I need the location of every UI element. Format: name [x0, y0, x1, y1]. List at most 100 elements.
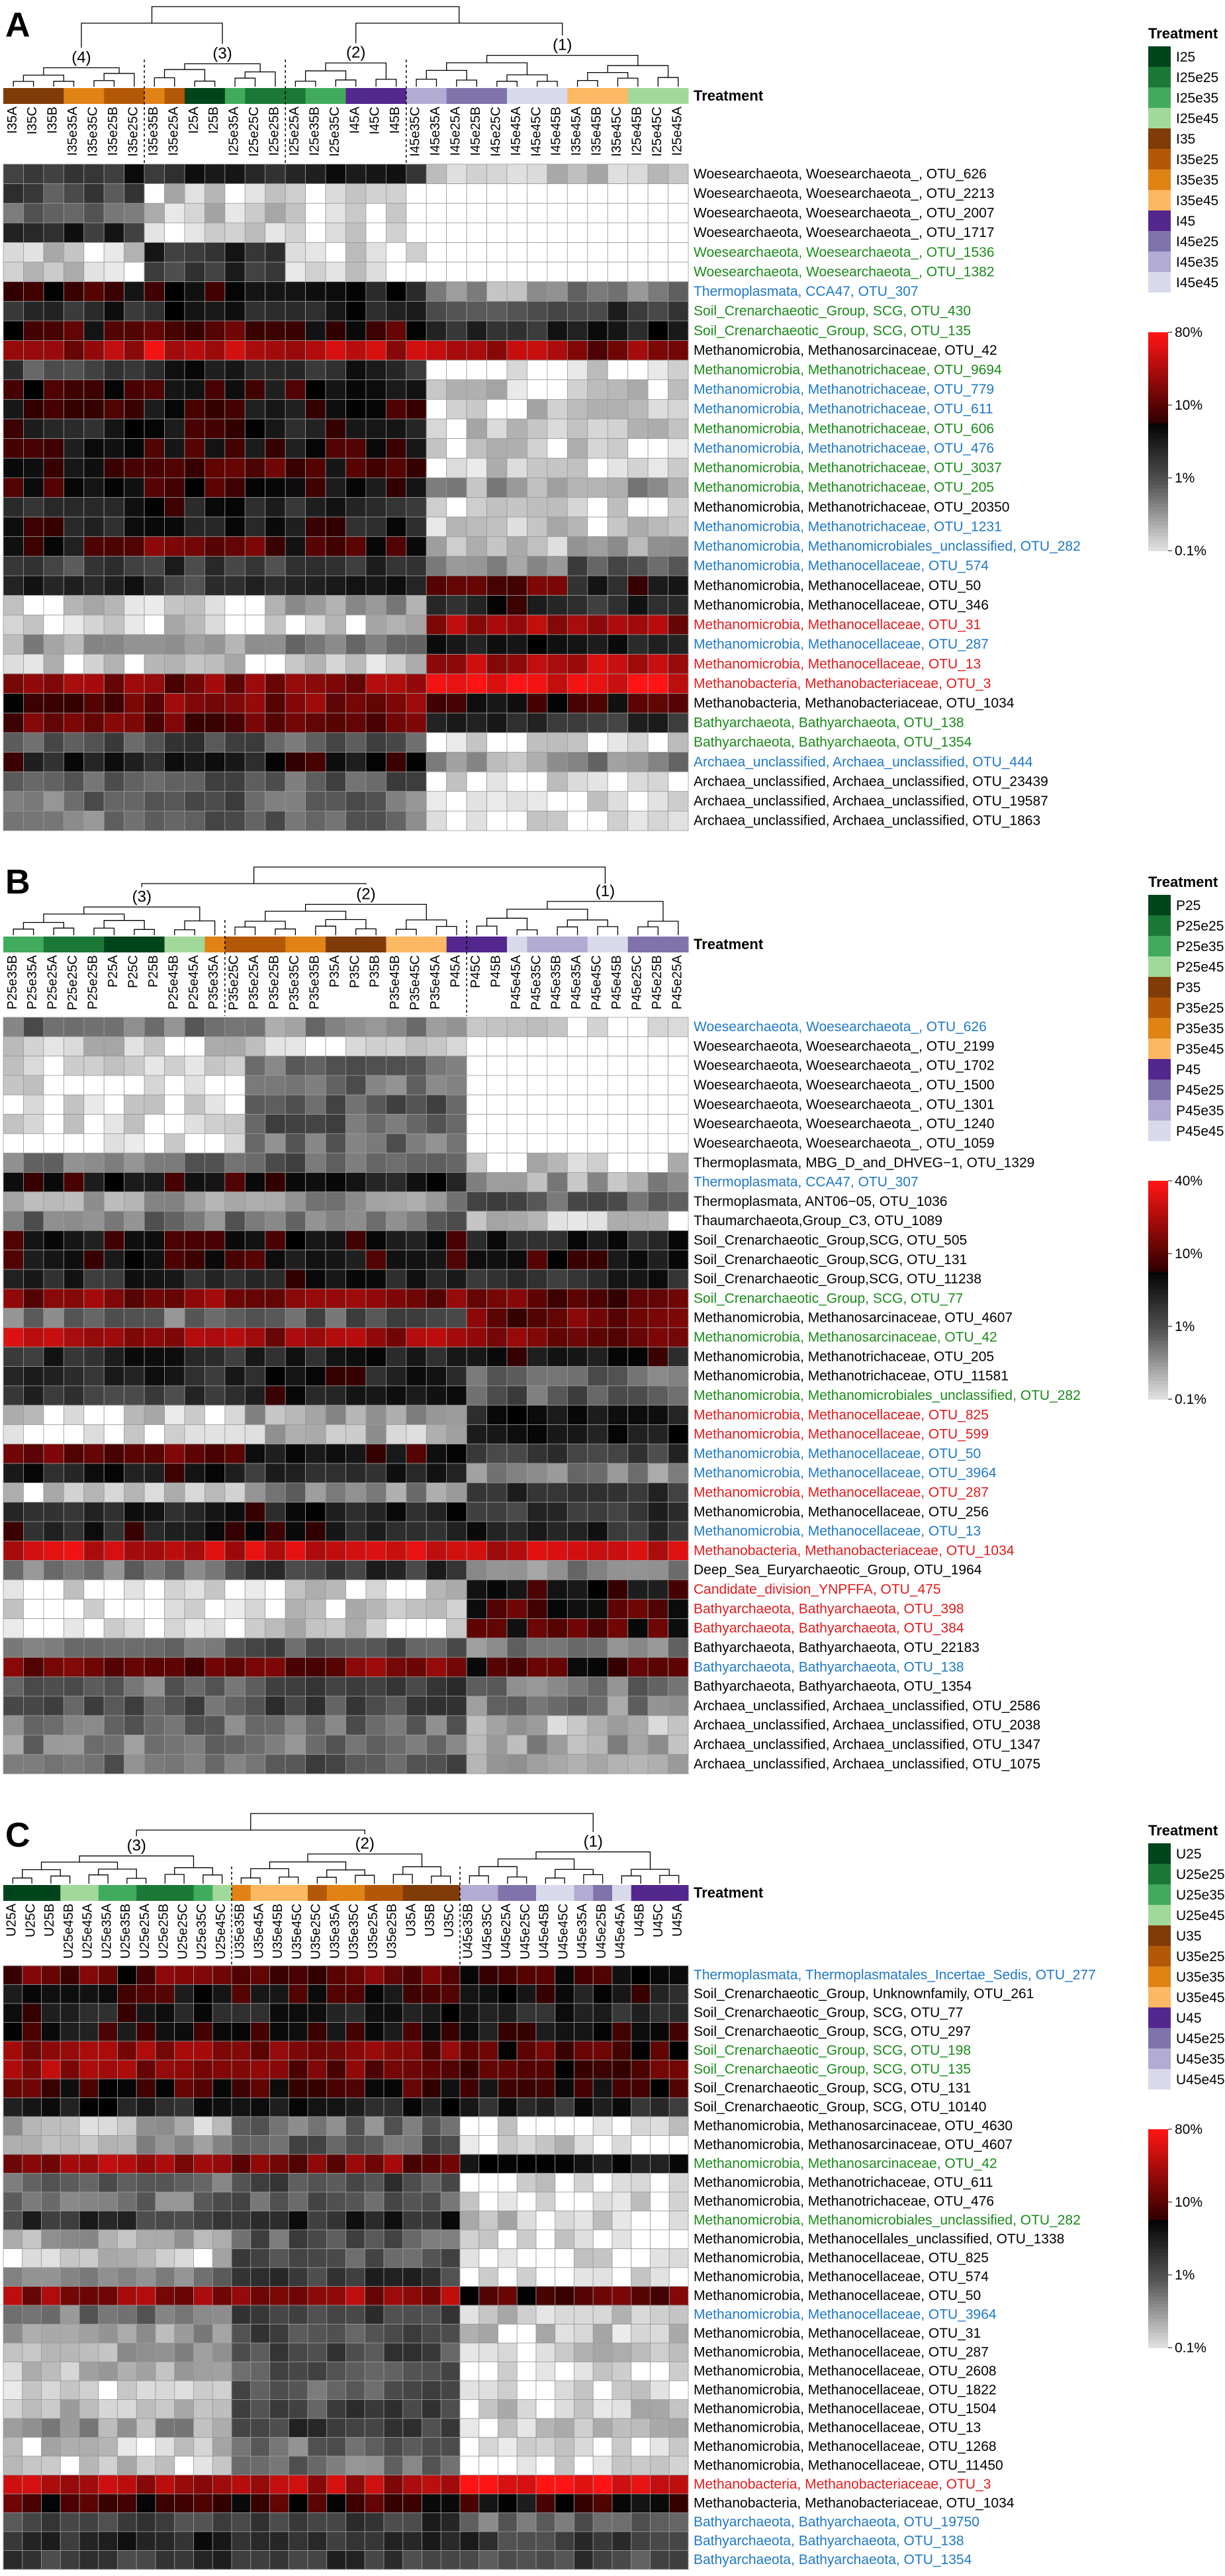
- heat-cell: [305, 732, 326, 753]
- heat-cell: [345, 2267, 365, 2287]
- legend-label: U25e45: [1176, 1908, 1225, 1923]
- scale-step: [1148, 405, 1168, 410]
- heat-cell: [60, 2154, 80, 2174]
- legend-swatch: [1148, 272, 1171, 293]
- heat-cell: [305, 1288, 326, 1309]
- heat-cell: [365, 771, 386, 792]
- heat-cell: [406, 497, 427, 518]
- heat-cell: [365, 575, 386, 596]
- heat-cell: [22, 2003, 42, 2023]
- heat-cell: [326, 2003, 346, 2023]
- heat-cell: [117, 2041, 137, 2060]
- row-label: Archaea_unclassified, Archaea_unclassifi…: [694, 1718, 1040, 1733]
- heat-cell: [3, 1114, 24, 1134]
- heat-cell: [607, 438, 629, 459]
- heat-cell: [631, 2493, 651, 2513]
- heat-cell: [486, 1734, 508, 1755]
- heat-cell: [244, 1346, 266, 1367]
- heat-cell: [466, 261, 487, 283]
- heat-cell: [567, 1075, 588, 1095]
- heat-cell: [307, 2362, 328, 2381]
- heat-cell: [43, 1404, 64, 1425]
- scale-step: [1148, 2224, 1168, 2229]
- heat-cell: [79, 2286, 99, 2306]
- heat-cell: [364, 2418, 385, 2438]
- scale-step: [1148, 1228, 1168, 1232]
- treatment-strip-cell: [156, 1885, 175, 1901]
- heat-cell: [506, 1754, 527, 1774]
- heat-cell: [265, 1521, 286, 1541]
- heat-cell: [345, 203, 367, 224]
- heat-cell: [3, 614, 24, 635]
- heat-cell: [117, 2097, 137, 2117]
- heat-cell: [426, 359, 447, 381]
- heat-cell: [668, 1696, 689, 1716]
- heat-cell: [204, 261, 226, 283]
- heat-cell: [627, 1036, 649, 1057]
- heat-cell: [23, 654, 44, 674]
- heat-cell: [174, 2135, 194, 2155]
- heat-cell: [592, 2135, 613, 2155]
- heat-cell: [325, 1560, 346, 1581]
- heat-cell: [527, 1637, 548, 1658]
- heat-cell: [144, 399, 165, 420]
- heat-cell: [305, 555, 326, 576]
- heat-cell: [224, 1036, 246, 1057]
- scale-label: 80%: [1175, 325, 1202, 340]
- heat-cell: [43, 752, 64, 772]
- heat-cell: [43, 634, 64, 655]
- heat-cell: [204, 1036, 226, 1057]
- scale-step: [1148, 2147, 1168, 2152]
- heat-cell: [23, 555, 44, 576]
- heat-cell: [305, 418, 326, 439]
- heat-cell: [63, 1250, 85, 1270]
- row-label: Methanomicrobia, Methanomicrobiales_uncl…: [694, 1388, 1081, 1403]
- heat-cell: [506, 1404, 527, 1425]
- heat-cell: [466, 1327, 487, 1348]
- row-label: Woesearchaeota, Woesearchaeota_, OTU_105…: [694, 1136, 995, 1151]
- heat-cell: [43, 1191, 64, 1212]
- heat-cell: [174, 2493, 194, 2513]
- heat-cell: [406, 634, 427, 655]
- legend-swatch: [1148, 2069, 1171, 2090]
- heat-cell: [265, 1598, 286, 1619]
- heat-cell: [555, 2041, 574, 2060]
- heat-cell: [41, 2229, 61, 2249]
- heat-cell: [23, 1211, 44, 1231]
- heat-cell: [612, 2078, 632, 2098]
- heat-cell: [516, 2267, 537, 2287]
- heat-cell: [265, 457, 286, 479]
- heat-cell: [204, 1696, 226, 1716]
- heat-cell: [231, 2154, 251, 2174]
- heat-cell: [574, 2003, 594, 2023]
- heat-cell: [244, 1715, 266, 1735]
- dendrogram-branch: [576, 79, 598, 87]
- heat-cell: [587, 242, 608, 263]
- heat-cell: [516, 2456, 537, 2475]
- heat-cell: [136, 2041, 156, 2060]
- heat-cell: [63, 1172, 85, 1193]
- heat-cell: [574, 2362, 594, 2381]
- row-label: Archaea_unclassified, Archaea_unclassifi…: [694, 1757, 1040, 1772]
- heat-cell: [406, 1657, 427, 1677]
- heat-cell: [224, 1482, 246, 1503]
- heat-cell: [650, 2154, 670, 2174]
- heat-cell: [124, 1754, 145, 1774]
- heat-cell: [265, 654, 286, 674]
- heat-cell: [83, 771, 105, 792]
- heat-cell: [60, 2060, 80, 2080]
- heat-cell: [406, 771, 427, 792]
- heat-cell: [164, 1133, 185, 1154]
- heat-cell: [426, 693, 447, 713]
- heat-cell: [426, 1734, 447, 1755]
- heat-cell: [647, 634, 668, 655]
- heat-cell: [144, 1346, 165, 1367]
- column-label: I35e45C: [610, 107, 624, 157]
- heat-cell: [385, 1696, 407, 1716]
- legend-label: U45: [1176, 2011, 1202, 2026]
- heat-cell: [607, 1540, 629, 1561]
- heat-cell: [144, 379, 165, 400]
- heat-cell: [466, 1308, 487, 1328]
- heat-cell: [446, 1308, 467, 1328]
- heat-cell: [326, 2342, 346, 2362]
